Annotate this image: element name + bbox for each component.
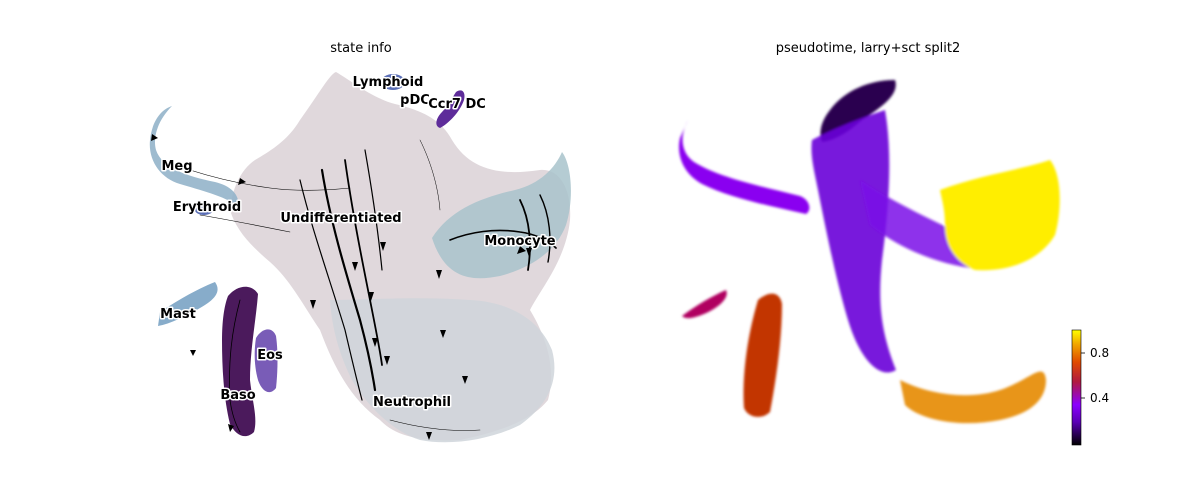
pseudotime-embedding [678, 80, 1060, 424]
state-label-neutrophil: Neutrophil [373, 395, 451, 410]
pseudotime-late-monocyte [940, 160, 1060, 271]
state-label-lymphoid: Lymphoid [353, 75, 424, 90]
mast-region [158, 282, 218, 326]
state-label-mast: Mast [160, 307, 196, 322]
pseudotime-colorbar: 0.8 0.4 [1071, 329, 1109, 446]
state-label-baso: Baso [220, 388, 255, 403]
colorbar-gradient [1071, 329, 1082, 446]
meg-region [149, 106, 239, 206]
state-label-eos: Eos [257, 348, 283, 363]
eos-region [254, 329, 278, 393]
colorbar-tick-label-0-4: 0.4 [1090, 391, 1109, 405]
monocyte-region [432, 152, 571, 279]
state-info-embedding [149, 72, 571, 443]
state-label-monocyte: Monocyte [484, 234, 555, 249]
lymphoid-region [381, 74, 405, 90]
erythroid-region [195, 205, 213, 215]
state-label-undifferentiated: Undifferentiated [280, 211, 401, 226]
pseudotime-panel: pseudotime, larry+sct split2 0.8 [678, 41, 1109, 446]
neutrophil-region [330, 298, 555, 443]
state-label-erythroid: Erythroid [173, 200, 241, 215]
pseudotime-neutrophil-lobe [900, 371, 1046, 424]
velocity-streamlines [189, 139, 557, 433]
panel-title-state-info: state info [330, 41, 391, 56]
colorbar-tick-label-0-8: 0.8 [1090, 346, 1109, 360]
velocity-arrowheads [151, 134, 532, 440]
state-info-panel: state info [149, 41, 571, 443]
baso-region [222, 286, 258, 437]
pseudotime-meg-branch [678, 120, 810, 214]
pseudotime-main-column [811, 110, 896, 373]
pseudotime-mast-branch [682, 290, 727, 319]
state-label-pdc: pDC [400, 93, 430, 108]
state-label-meg: Meg [161, 159, 192, 174]
pseudotime-baso-branch [743, 293, 782, 417]
panel-title-pseudotime: pseudotime, larry+sct split2 [776, 41, 961, 56]
ccr7-dc-region [436, 90, 465, 128]
pseudotime-early-trunk [820, 80, 896, 142]
state-label-ccr7-dc: Ccr7 DC [428, 97, 486, 112]
